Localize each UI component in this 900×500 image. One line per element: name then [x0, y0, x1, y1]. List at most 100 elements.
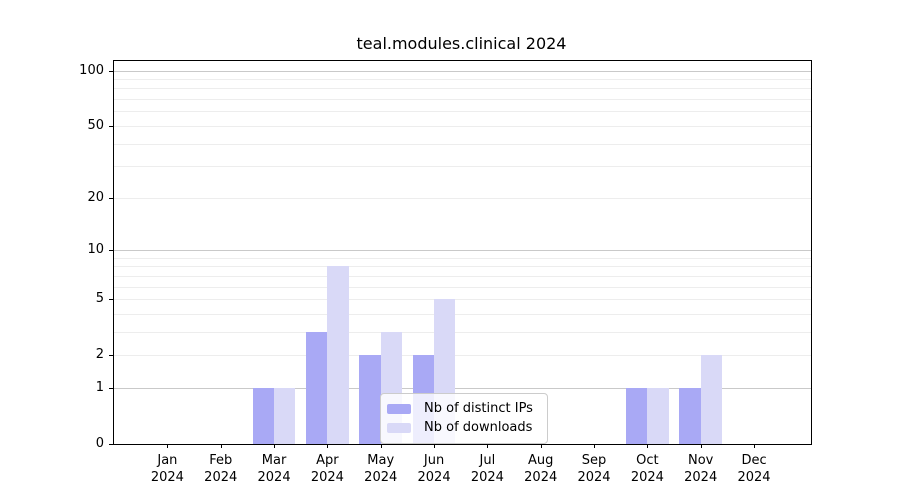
y-tick-label: 5	[95, 291, 104, 307]
chart-title: teal.modules.clinical 2024	[356, 34, 567, 53]
x-tick-label-year: 2024	[204, 470, 238, 485]
x-tick-label-year: 2024	[310, 470, 344, 485]
x-tick-label-year: 2024	[257, 470, 291, 485]
y-tick	[109, 299, 113, 301]
y-tick	[109, 355, 113, 357]
y-tick	[109, 70, 113, 72]
x-tick-label-month: Jun	[423, 453, 445, 468]
y-tick-label: 100	[79, 62, 104, 78]
y-tick	[109, 250, 113, 251]
x-tick-label-month: Feb	[209, 453, 233, 468]
y-major-gridline	[114, 387, 811, 389]
y-minor-gridline	[114, 313, 811, 315]
x-tick	[754, 444, 756, 448]
x-tick-label-year: 2024	[364, 470, 398, 485]
y-tick-label: 2	[95, 347, 104, 363]
legend-label: Nb of distinct IPs	[424, 401, 533, 416]
x-tick-label-month: Dec	[741, 453, 767, 468]
bar-distinct-ips	[679, 387, 701, 444]
y-minor-gridline	[114, 257, 811, 259]
y-major-gridline	[114, 250, 811, 251]
x-tick-label-month: Apr	[316, 453, 339, 468]
x-tick-label-year: 2024	[630, 470, 664, 485]
x-tick-label-month: Nov	[688, 453, 714, 468]
x-tick	[540, 444, 542, 448]
y-minor-gridline	[114, 286, 811, 288]
x-tick-label: May 2024	[339, 452, 423, 486]
y-minor-gridline	[114, 355, 811, 357]
x-tick-label-year: 2024	[737, 470, 771, 485]
bar-distinct-ips	[359, 355, 381, 444]
x-tick	[167, 444, 169, 448]
x-tick-label-month: May	[367, 453, 395, 468]
x-tick	[647, 444, 649, 448]
y-tick	[109, 197, 113, 199]
x-tick-label-month: Aug	[528, 453, 554, 468]
x-tick-label: Jan 2024	[125, 452, 209, 486]
y-minor-gridline	[114, 99, 811, 101]
legend-row: Nb of distinct IPs	[387, 399, 539, 418]
plot-area: Jan 2024 Feb 2024 Mar 2024 Apr 2024 May 2024 Jun 20…	[79, 60, 812, 485]
x-tick-label: Jun 2024	[392, 452, 476, 486]
y-minor-gridline	[114, 125, 811, 127]
x-tick-label-year: 2024	[577, 470, 611, 485]
y-minor-gridline	[114, 331, 811, 333]
legend-label: Nb of downloads	[424, 420, 533, 435]
x-tick	[594, 444, 596, 448]
y-tick-label: 50	[87, 117, 104, 133]
x-tick-label: Jul 2024	[445, 452, 529, 486]
x-tick-label-year: 2024	[470, 470, 504, 485]
y-minor-gridline	[114, 299, 811, 301]
x-tick-label: Oct 2024	[605, 452, 689, 486]
x-tick-label-month: Jan	[157, 453, 178, 468]
y-major-gridline	[114, 70, 811, 72]
x-tick-label: Apr 2024	[285, 452, 369, 486]
x-tick-label: Aug 2024	[499, 452, 583, 486]
y-tick	[109, 387, 113, 389]
y-tick-label: 10	[87, 242, 104, 257]
y-minor-gridline	[114, 88, 811, 90]
bar-distinct-ips	[626, 387, 648, 444]
x-tick-label-year: 2024	[524, 470, 558, 485]
legend-row: Nb of downloads	[387, 418, 539, 437]
downloads-legend-swatch	[387, 422, 411, 433]
y-tick-label: 20	[87, 189, 104, 205]
y-minor-gridline	[114, 197, 811, 199]
y-minor-gridline	[114, 143, 811, 145]
x-tick	[487, 444, 489, 448]
y-tick	[109, 444, 113, 445]
x-tick-label-year: 2024	[684, 470, 718, 485]
y-tick	[109, 125, 113, 127]
y-minor-gridline	[114, 166, 811, 168]
distinct-ips-legend-swatch	[387, 403, 411, 414]
x-tick-label: Mar 2024	[232, 452, 316, 486]
x-tick	[434, 444, 436, 448]
bar-downloads	[700, 355, 722, 444]
x-tick-label-year: 2024	[417, 470, 451, 485]
y-minor-gridline	[114, 111, 811, 113]
x-tick	[220, 444, 222, 448]
x-tick-label: Dec 2024	[712, 452, 796, 486]
x-tick-label-month: Jul	[479, 453, 496, 468]
y-tick-label: 0	[95, 436, 104, 451]
x-tick-label-month: Sep	[581, 453, 607, 468]
bar-distinct-ips	[306, 331, 328, 444]
x-tick-label-month: Mar	[261, 453, 287, 468]
x-tick	[327, 444, 329, 448]
x-tick	[700, 444, 702, 448]
legend: Nb of distinct IPs Nb of downloads	[380, 393, 548, 444]
y-minor-gridline	[114, 266, 811, 268]
y-minor-gridline	[114, 79, 811, 81]
y-minor-gridline	[114, 275, 811, 277]
x-tick-label: Nov 2024	[659, 452, 743, 486]
x-tick-label-month: Oct	[636, 453, 659, 468]
x-tick	[380, 444, 382, 448]
bar-distinct-ips	[252, 387, 275, 444]
x-tick-label-year: 2024	[150, 470, 184, 485]
y-tick-label: 1	[95, 379, 104, 395]
bar-downloads	[647, 387, 669, 444]
x-tick-label: Sep 2024	[552, 452, 636, 486]
bar-downloads	[327, 266, 349, 444]
bar-downloads	[274, 387, 296, 444]
